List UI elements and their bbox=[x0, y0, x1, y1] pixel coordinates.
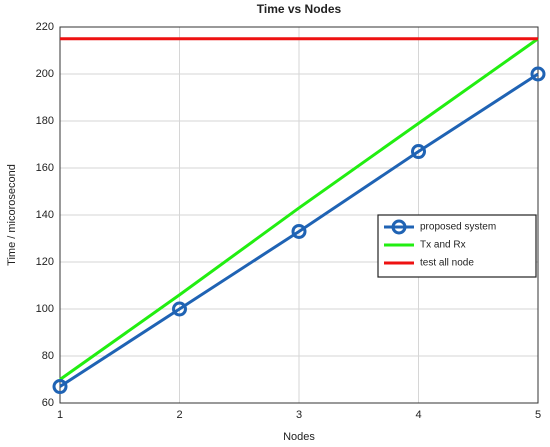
data-point bbox=[172, 301, 187, 317]
series-line bbox=[59, 37, 539, 381]
legend-label: proposed system bbox=[420, 222, 496, 233]
data-point bbox=[52, 379, 68, 395]
y-tick-label: 140 bbox=[36, 209, 54, 221]
y-tick-label: 180 bbox=[36, 115, 54, 127]
data-point bbox=[411, 144, 426, 160]
y-tick-label: 100 bbox=[36, 303, 54, 315]
x-tick-label: 5 bbox=[535, 409, 541, 421]
y-axis-label: Time / micorosecond bbox=[6, 164, 18, 266]
legend-label: test all node bbox=[420, 258, 474, 269]
x-tick-label: 2 bbox=[176, 409, 182, 421]
x-axis-label: Nodes bbox=[283, 431, 315, 443]
legend-marker bbox=[391, 219, 407, 235]
y-tick-label: 160 bbox=[36, 162, 54, 174]
y-tick-label: 200 bbox=[36, 68, 54, 80]
y-tick-label: 60 bbox=[42, 397, 54, 409]
chart-title: Time vs Nodes bbox=[257, 2, 342, 16]
series-line bbox=[59, 72, 539, 388]
data-point bbox=[291, 223, 307, 239]
y-tick-label: 120 bbox=[36, 256, 54, 268]
data-point bbox=[530, 66, 546, 82]
legend-label: Tx and Rx bbox=[420, 240, 466, 251]
x-tick-label: 1 bbox=[57, 409, 63, 421]
y-tick-label: 80 bbox=[42, 350, 54, 362]
plot-frame bbox=[59, 26, 539, 404]
x-tick-label: 4 bbox=[415, 409, 421, 421]
x-tick-label: 3 bbox=[296, 409, 302, 421]
y-tick-label: 220 bbox=[36, 21, 54, 33]
